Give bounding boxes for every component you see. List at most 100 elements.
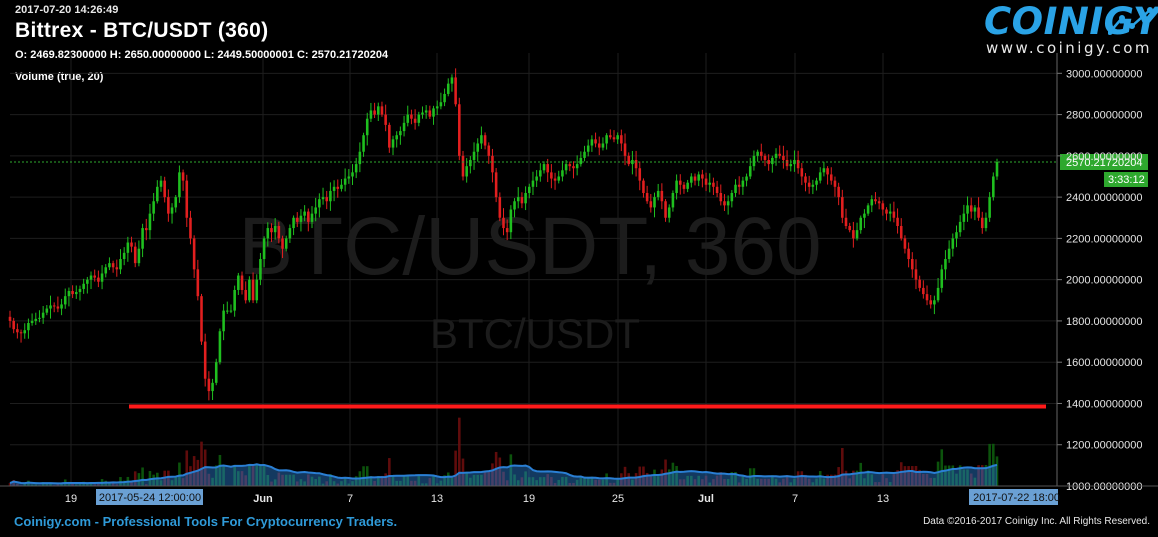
candle-body <box>148 213 152 231</box>
volume-bar <box>417 475 421 486</box>
volume-bar <box>601 479 605 486</box>
volume-bar <box>137 473 141 486</box>
volume-bar <box>141 467 144 486</box>
volume-bar <box>34 484 38 486</box>
rising-line-chart-icon <box>1108 7 1153 35</box>
candle-body <box>505 228 509 233</box>
y-tick-label: 2400.00000000 <box>1066 192 1142 204</box>
candle-body <box>354 164 358 173</box>
candle-body <box>417 114 421 123</box>
volume-bar <box>351 481 354 486</box>
volume-indicator-label[interactable]: Volume (true, 20) <box>15 71 104 83</box>
candle-body <box>815 180 818 185</box>
volume-bar <box>690 475 693 486</box>
candle-body <box>439 102 443 107</box>
candle-body <box>631 159 634 165</box>
candle-body <box>925 294 929 301</box>
candle-body <box>259 259 262 280</box>
candle-body <box>966 205 969 214</box>
candle-body <box>207 378 211 392</box>
candle-body <box>748 166 752 177</box>
chart-watermark: BTC/USDT, 360 BTC/USDT <box>238 201 821 357</box>
volume-bar <box>410 480 413 486</box>
candle-body <box>656 190 660 198</box>
candle-body <box>273 226 277 233</box>
volume-bar <box>133 471 137 486</box>
volume-bar <box>914 465 918 486</box>
candle-body <box>67 291 71 297</box>
candle-body <box>527 186 531 193</box>
volume-bar <box>634 473 638 486</box>
volume-bar <box>159 480 163 486</box>
candle-body <box>52 305 56 307</box>
volume-bar <box>122 480 126 486</box>
candle-body <box>586 145 590 152</box>
volume-bar <box>60 482 63 486</box>
candle-body <box>642 180 645 193</box>
candle-body <box>340 184 343 189</box>
volume-bar <box>557 479 561 486</box>
watermark-main: BTC/USDT, 360 <box>238 201 821 292</box>
candle-body <box>93 275 96 278</box>
volume-bar <box>218 454 222 486</box>
candle-body <box>443 93 446 103</box>
candle-body <box>837 186 840 198</box>
candle-body <box>516 197 520 202</box>
coinigy-logo[interactable]: COINIGY www.coinigy.com <box>980 0 1158 60</box>
candle-body <box>575 164 579 169</box>
volume-bar <box>855 470 859 486</box>
volume-bar <box>292 474 295 486</box>
volume-bar <box>715 475 719 486</box>
candle-body <box>196 269 200 297</box>
x-cursor-tag-right <box>969 489 1058 505</box>
volume-bar <box>365 466 369 486</box>
volume-bar <box>693 479 697 486</box>
volume-bar <box>30 484 34 486</box>
volume-bar <box>421 483 424 486</box>
volume-bar <box>130 482 133 486</box>
candle-body <box>476 143 480 152</box>
footer-tagline[interactable]: Coinigy.com - Professional Tools For Cry… <box>14 514 398 529</box>
volume-bar <box>240 471 244 486</box>
volume-bar <box>704 475 708 486</box>
volume-bar <box>782 478 785 486</box>
candle-body <box>237 275 240 290</box>
volume-bar <box>295 481 299 486</box>
volume-bar <box>671 462 675 486</box>
ohlc-readout: O: 2469.82300000 H: 2650.00000000 L: 244… <box>15 49 389 61</box>
candle-body <box>579 157 583 165</box>
volume-bar <box>785 475 789 486</box>
candle-body <box>712 182 715 187</box>
candle-body <box>531 180 535 187</box>
x-tick-label: 7 <box>792 493 798 505</box>
candle-body <box>609 135 612 138</box>
candle-body <box>597 143 601 148</box>
volume-bar <box>108 482 111 486</box>
candle-body <box>601 143 605 148</box>
volume-bar <box>318 476 321 486</box>
candle-body <box>343 178 347 185</box>
volume-bar <box>527 477 531 486</box>
volume-bar <box>288 474 292 486</box>
candle-body <box>428 110 432 117</box>
candle-body <box>634 159 638 169</box>
volume-bar <box>774 478 778 486</box>
candle-body <box>78 288 82 293</box>
candle-body <box>270 228 273 233</box>
candle-body <box>984 217 988 229</box>
candle-body <box>620 135 623 144</box>
volume-bar <box>329 474 332 486</box>
candle-body <box>494 172 498 198</box>
candle-body <box>421 112 424 115</box>
volume-bar <box>505 480 509 486</box>
volume-bar <box>266 474 270 486</box>
volume-bar <box>424 483 428 486</box>
chart-timestamp: 2017-07-20 14:26:49 <box>15 4 119 16</box>
volume-bar <box>745 478 748 486</box>
candle-body <box>907 248 910 260</box>
countdown-tag <box>1104 171 1148 187</box>
volume-bar <box>211 477 214 486</box>
volume-bar <box>734 471 737 486</box>
volume-bar <box>627 473 631 486</box>
